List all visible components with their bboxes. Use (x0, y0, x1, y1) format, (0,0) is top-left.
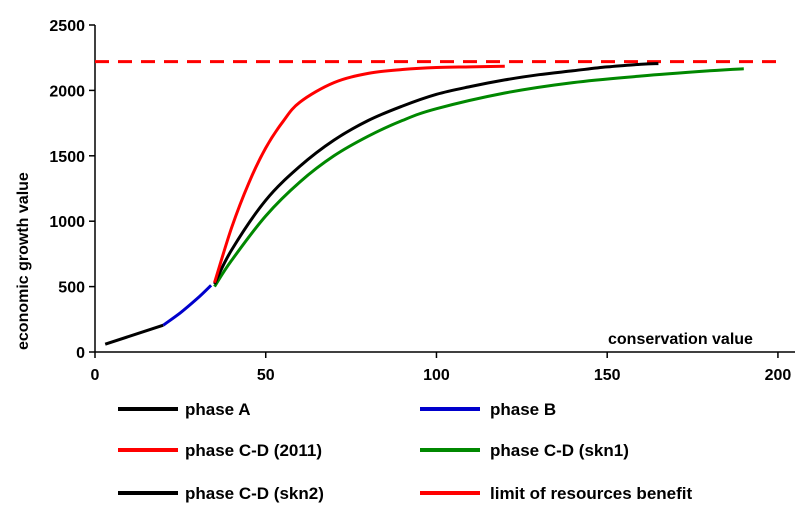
series-layer (95, 60, 778, 346)
y-tick-label: 1000 (49, 214, 85, 231)
legend: phase A phase B phase C-D (2011) phase C-D … (118, 400, 692, 503)
x-tick-label: 150 (594, 367, 621, 384)
legend-item: phase C-D (skn2) (118, 484, 324, 503)
legend-item: phase C-D (skn1) (420, 441, 629, 460)
x-axis-title: conservation value (608, 331, 753, 348)
legend-label: limit of resources benefit (490, 484, 692, 503)
y-tick-label: 2000 (49, 83, 85, 100)
legend-item: phase C-D (2011) (118, 441, 322, 460)
series-line-2 (213, 64, 505, 284)
legend-label: phase B (490, 400, 556, 419)
x-axis-title-group: conservation value (608, 331, 753, 348)
x-tick-label: 50 (257, 367, 275, 384)
y-tick-label: 0 (76, 345, 85, 362)
y-tick-label: 2500 (49, 18, 85, 35)
y-axis-title: economic growth value (15, 172, 32, 350)
legend-item: phase B (420, 400, 556, 419)
series-line-4 (213, 62, 659, 285)
series-line-0 (104, 323, 164, 346)
y-tick-label: 500 (58, 280, 85, 297)
y-axis-title-group: economic growth value (15, 172, 32, 350)
legend-item: limit of resources benefit (420, 484, 692, 503)
x-tick-label: 0 (91, 367, 100, 384)
legend-label: phase A (185, 400, 251, 419)
series-line-1 (162, 284, 213, 327)
legend-label: phase C-D (skn1) (490, 441, 629, 460)
legend-item: phase A (118, 400, 251, 419)
x-tick-label: 100 (423, 367, 450, 384)
legend-label: phase C-D (2011) (185, 441, 322, 460)
y-tick-label: 1500 (49, 149, 85, 166)
legend-label: phase C-D (skn2) (185, 484, 324, 503)
x-tick-label: 200 (765, 367, 792, 384)
axes: 0 500 1000 1500 2000 2500 0 50 100 150 200 (49, 18, 795, 384)
series-line-3 (213, 67, 744, 288)
